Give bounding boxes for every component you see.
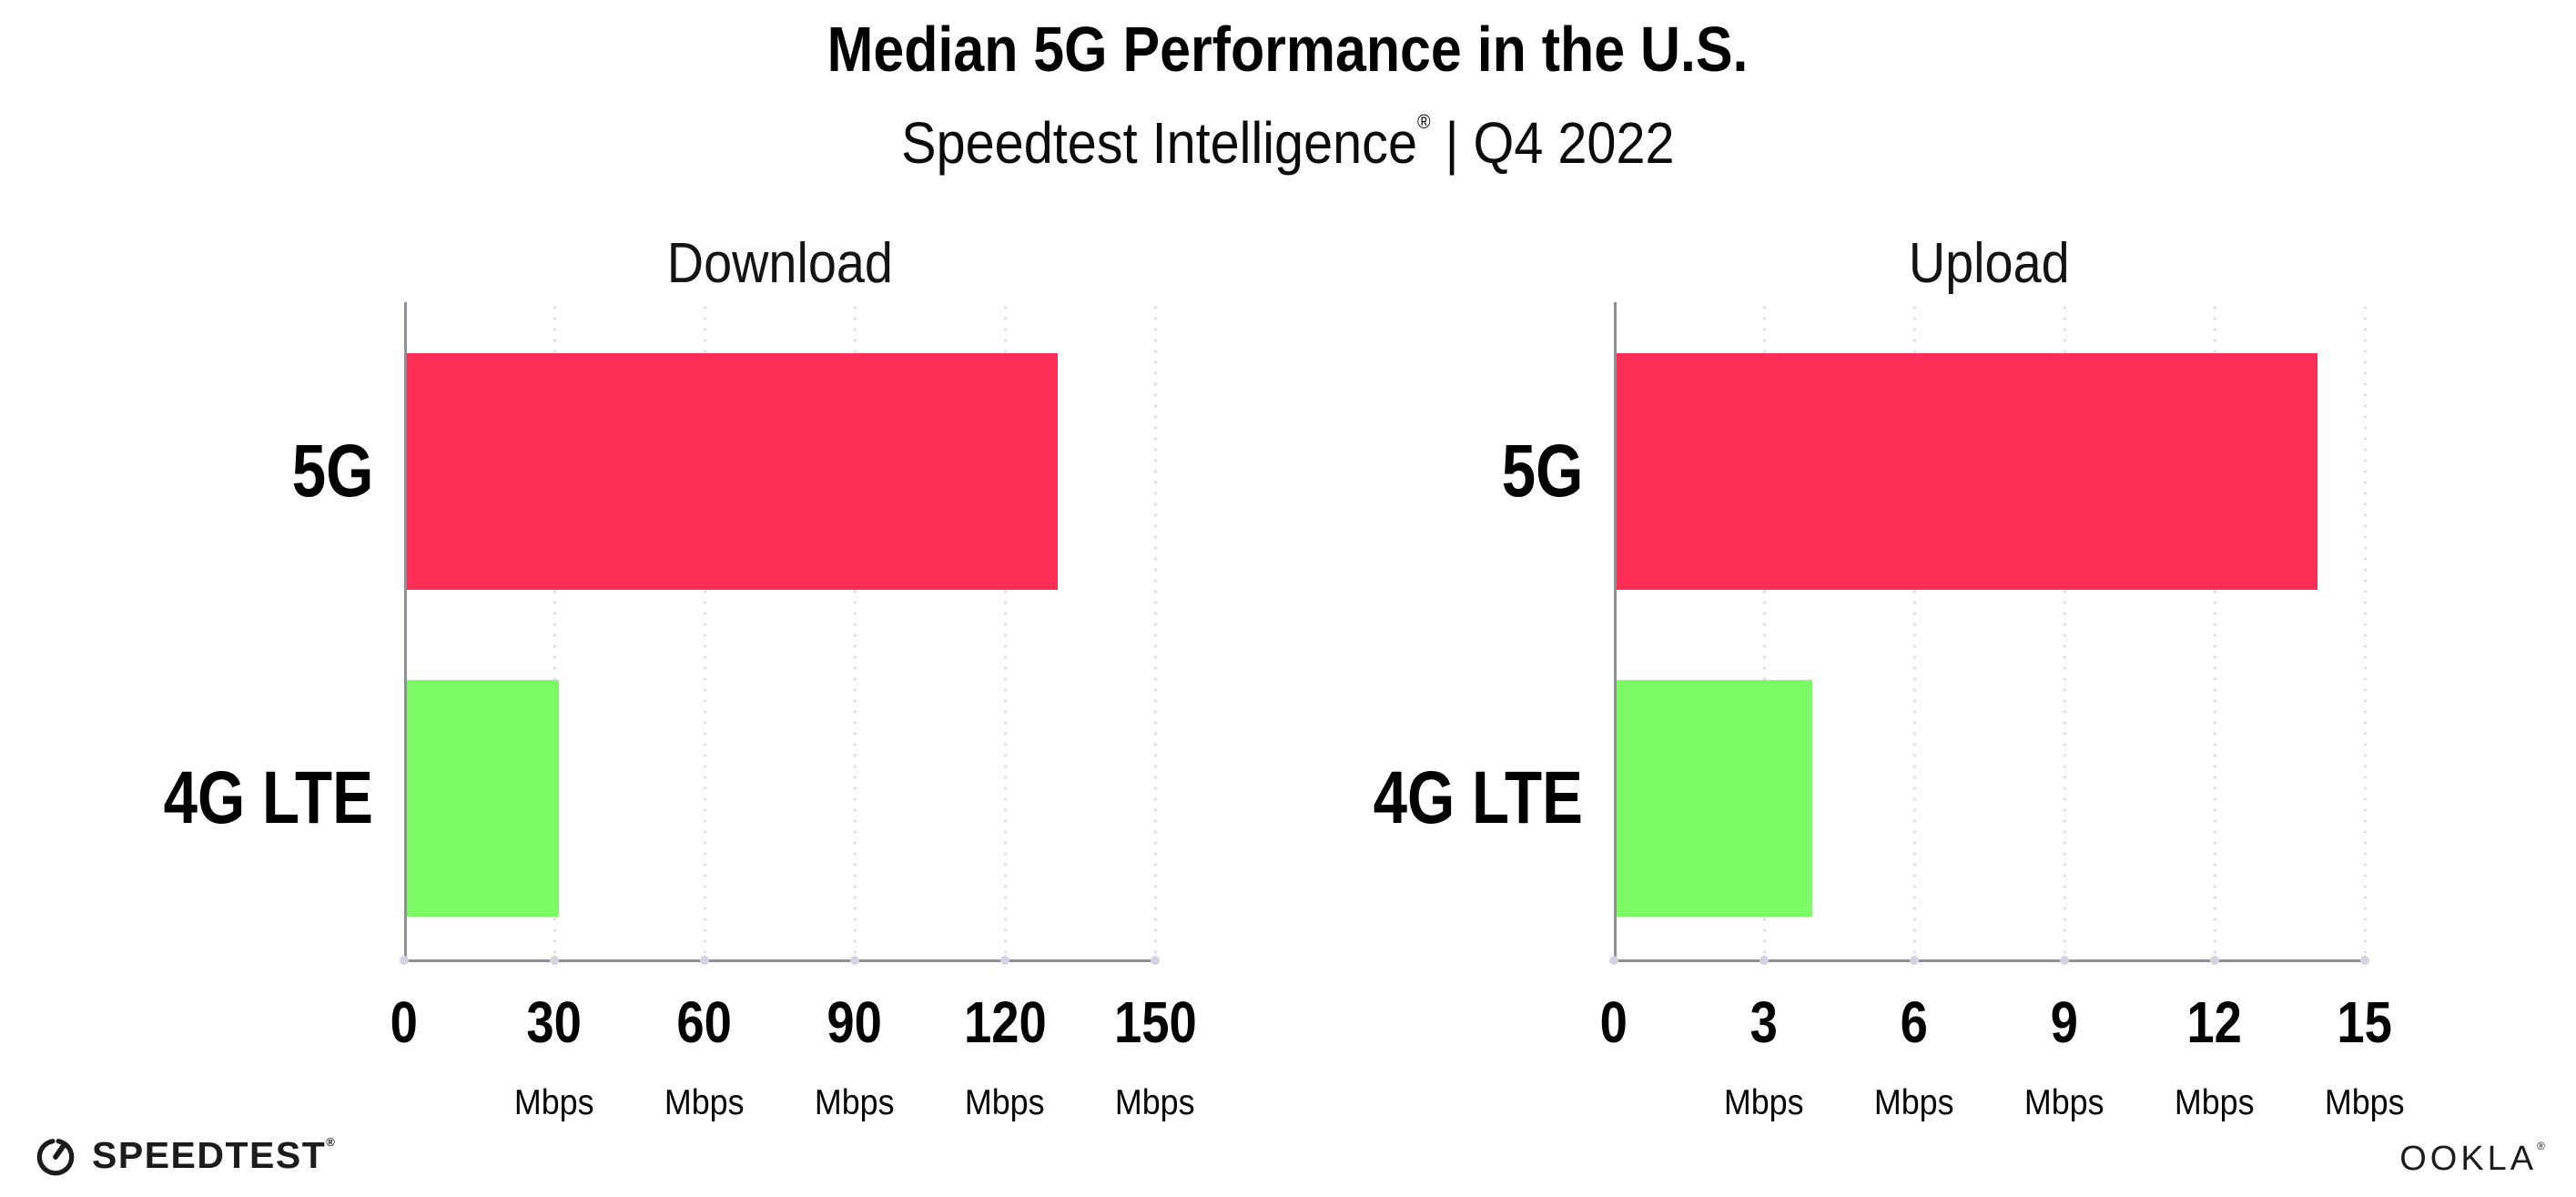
- y-axis-line: [1614, 302, 1617, 960]
- tick-unit: Mbps: [514, 1083, 594, 1122]
- category-label-5g: 5G: [291, 430, 373, 512]
- speedtest-logo: SPEEDTEST®: [33, 1132, 335, 1178]
- gridline-3: [1762, 302, 1766, 960]
- x-axis-line: [404, 959, 1158, 962]
- axis-tick-dot: [1000, 956, 1009, 965]
- category-label-4g-lte: 4G LTE: [1373, 756, 1583, 839]
- tick-value: 6: [1900, 989, 1929, 1055]
- gridline-6: [1912, 302, 1916, 960]
- axis-tick-dot: [850, 956, 859, 965]
- category-label-5g: 5G: [1501, 430, 1583, 512]
- axis-tick-dot: [1910, 956, 1919, 965]
- gridline-12: [2213, 302, 2216, 960]
- registered-trademark-icon: ®: [1417, 110, 1431, 133]
- bar-5g: [407, 353, 1058, 590]
- speedtest-wordmark: SPEEDTEST®: [92, 1133, 335, 1176]
- axis-tick-dot: [1760, 956, 1769, 965]
- subtitle-brand: Speedtest Intelligence: [901, 110, 1418, 176]
- axis-tick-dot: [2360, 956, 2369, 965]
- axis-tick-dot: [1151, 956, 1160, 965]
- tick-unit: Mbps: [815, 1083, 895, 1122]
- axis-tick-dot: [700, 956, 709, 965]
- subtitle-period: | Q4 2022: [1430, 110, 1675, 176]
- tick-value: 3: [1749, 989, 1779, 1055]
- axis-tick-dot: [400, 956, 409, 965]
- page-title-text: Median 5G Performance in the U.S.: [827, 14, 1749, 85]
- tick-unit: Mbps: [965, 1083, 1045, 1122]
- tick-unit: Mbps: [2175, 1083, 2255, 1122]
- ookla-logo: OOKLA®: [2399, 1140, 2545, 1179]
- trademark-icon: ®: [2537, 1140, 2545, 1152]
- axis-tick-dot: [2060, 956, 2069, 965]
- page-title: Median 5G Performance in the U.S.: [0, 13, 2576, 86]
- gridline-30: [553, 302, 556, 960]
- y-axis-line: [404, 302, 407, 960]
- axis-tick-dot: [1609, 956, 1618, 965]
- trademark-icon: ®: [326, 1134, 335, 1149]
- ookla-wordmark: OOKLA®: [2399, 1140, 2545, 1178]
- tick-value: 0: [390, 989, 419, 1055]
- tick-value: 30: [526, 989, 583, 1055]
- speedtest-gauge-icon: [36, 1139, 75, 1176]
- tick-unit: Mbps: [1724, 1083, 1804, 1122]
- chart-title-download: Download: [666, 232, 893, 295]
- tick-value: 0: [1599, 989, 1628, 1055]
- upload-chart: Upload 5G 4G LTE 0 3 Mbps 6 Mbps 9 Mbps 12 Mbps 15…: [1295, 218, 2405, 1129]
- x-axis-line: [1614, 959, 2368, 962]
- tick-value: 9: [2050, 989, 2079, 1055]
- gridline-150: [1153, 302, 1157, 960]
- tick-value: 90: [827, 989, 883, 1055]
- tick-value: 120: [963, 989, 1047, 1055]
- tick-unit: Mbps: [2325, 1083, 2405, 1122]
- bar-5g: [1617, 353, 2317, 590]
- category-label-4g-lte: 4G LTE: [163, 756, 373, 839]
- axis-tick-dot: [2210, 956, 2219, 965]
- gridline-120: [1003, 302, 1007, 960]
- tick-value: 12: [2186, 989, 2243, 1055]
- gridline-60: [703, 302, 706, 960]
- tick-value: 15: [2337, 989, 2393, 1055]
- page-subtitle-text: Speedtest Intelligence® | Q4 2022: [901, 109, 1674, 177]
- bar-4g-lte: [1617, 680, 1812, 917]
- tick-value: 60: [676, 989, 733, 1055]
- gridline-9: [2063, 302, 2066, 960]
- gridline-90: [853, 302, 857, 960]
- tick-unit: Mbps: [1115, 1083, 1195, 1122]
- page-subtitle: Speedtest Intelligence® | Q4 2022: [0, 109, 2576, 177]
- tick-unit: Mbps: [1874, 1083, 1954, 1122]
- plot-area-download: [400, 302, 1160, 965]
- tick-unit: Mbps: [2024, 1083, 2104, 1122]
- tick-value: 150: [1113, 989, 1197, 1055]
- gridline-15: [2363, 302, 2367, 960]
- bar-4g-lte: [407, 680, 559, 917]
- chart-title-upload: Upload: [1909, 232, 2070, 295]
- tick-unit: Mbps: [664, 1083, 745, 1122]
- download-chart: Download 5G 4G LTE 0 30 Mbps 60 Mbps 90 Mbps 120…: [86, 218, 1197, 1129]
- plot-area-upload: [1609, 302, 2369, 965]
- axis-tick-dot: [550, 956, 559, 965]
